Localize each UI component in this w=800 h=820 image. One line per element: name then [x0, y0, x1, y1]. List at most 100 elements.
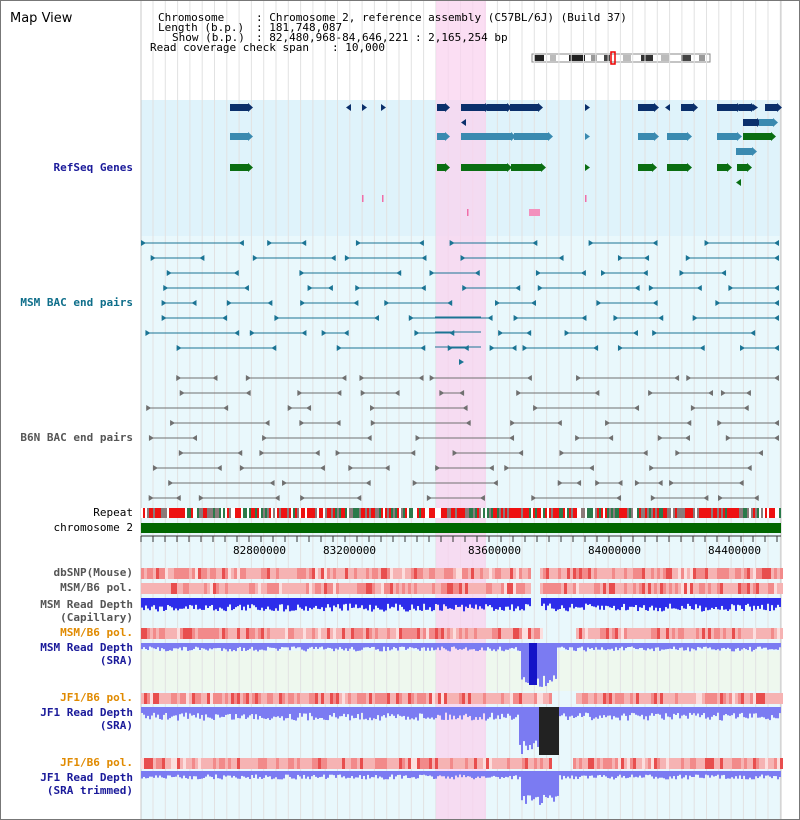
polymorphism-cell [255, 628, 258, 639]
polymorphism-cell [735, 693, 738, 704]
polymorphism-cell [615, 583, 618, 594]
depth-bar [575, 598, 577, 607]
polymorphism-cell [423, 583, 426, 594]
depth-bar [277, 771, 279, 780]
polymorphism-cell [195, 583, 198, 594]
polymorphism-cell [741, 583, 744, 594]
bac-end [449, 240, 455, 246]
repeat-segment [143, 508, 145, 518]
polymorphism-cell [462, 628, 465, 639]
depth-bar [483, 643, 485, 651]
polymorphism-cell [213, 568, 216, 579]
polymorphism-cell [648, 758, 651, 769]
polymorphism-cell [519, 693, 522, 704]
depth-bar [497, 707, 499, 716]
depth-bar [459, 771, 461, 775]
refseq-gene [717, 104, 737, 111]
polymorphism-cell [720, 758, 723, 769]
repeat-segment [653, 508, 655, 518]
depth-bar [447, 707, 449, 720]
depth-bar [685, 598, 687, 609]
bac-end [435, 465, 441, 471]
depth-bar [515, 707, 517, 718]
polymorphism-cell [618, 693, 621, 704]
repeat-segment [269, 508, 271, 518]
track-label-jf1-depth-sra: JF1 Read Depth [40, 706, 133, 719]
depth-bar [693, 707, 695, 714]
polymorphism-cell [636, 583, 639, 594]
repeat-segment [191, 508, 193, 518]
depth-bar [723, 771, 725, 775]
bac-end [686, 420, 692, 426]
polymorphism-cell [411, 568, 414, 579]
repeat-segment [547, 508, 549, 518]
depth-bar [391, 771, 393, 775]
repeat-segment [657, 508, 659, 518]
polymorphism-cell [180, 693, 183, 704]
repeat-segment [285, 508, 287, 518]
page-title: Map View [10, 11, 73, 26]
depth-bar [395, 598, 397, 604]
depth-bar [147, 598, 149, 609]
depth-bar [335, 643, 337, 649]
depth-bar [743, 771, 745, 776]
polymorphism-cell [249, 758, 252, 769]
polymorphism-cell [537, 628, 540, 639]
polymorphism-cell [165, 583, 168, 594]
depth-bar [557, 771, 559, 796]
depth-bar [739, 598, 741, 606]
depth-peak [529, 643, 537, 685]
depth-bar [659, 771, 661, 778]
polymorphism-cell [399, 693, 402, 704]
polymorphism-cell [543, 583, 546, 594]
polymorphism-cell [558, 568, 561, 579]
polymorphism-cell [714, 568, 717, 579]
polymorphism-cell [732, 693, 735, 704]
repeat-segment [333, 508, 335, 518]
depth-bar [229, 598, 231, 605]
depth-bar [247, 643, 249, 651]
depth-bar [779, 771, 781, 778]
bac-end [299, 420, 305, 426]
polymorphism-cell [708, 758, 711, 769]
depth-bar [649, 643, 651, 650]
repeat-segment [421, 508, 423, 518]
refseq-gene [638, 133, 654, 140]
polymorphism-cell [414, 568, 417, 579]
polymorphism-cell [360, 568, 363, 579]
depth-bar [327, 598, 329, 605]
bac-end [168, 480, 174, 486]
polymorphism-cell [726, 628, 729, 639]
depth-bar [367, 643, 369, 648]
polymorphism-cell [312, 693, 315, 704]
depth-bar [617, 598, 619, 610]
depth-bar [339, 643, 341, 648]
depth-bar [285, 598, 287, 610]
axis-tick-label: 83200000 [323, 544, 376, 557]
depth-bar [359, 707, 361, 720]
depth-bar [393, 598, 395, 608]
depth-bar [727, 771, 729, 779]
polymorphism-cell [747, 693, 750, 704]
bac-end [613, 315, 619, 321]
polymorphism-cell [462, 568, 465, 579]
depth-bar [427, 771, 429, 777]
depth-bar [243, 643, 245, 648]
polymorphism-cell [507, 583, 510, 594]
depth-bar [351, 707, 353, 716]
repeat-segment [291, 508, 293, 518]
polymorphism-cell [597, 693, 600, 704]
depth-bar [777, 643, 779, 650]
depth-bar [495, 643, 497, 652]
bac-end [245, 375, 251, 381]
depth-bar [215, 707, 217, 715]
depth-bar [259, 598, 261, 611]
depth-bar [257, 598, 259, 610]
depth-bar [673, 643, 675, 647]
depth-bar [443, 643, 445, 649]
depth-bar [499, 643, 501, 647]
polymorphism-cell [426, 693, 429, 704]
depth-bar [175, 707, 177, 716]
polymorphism-cell [777, 583, 780, 594]
